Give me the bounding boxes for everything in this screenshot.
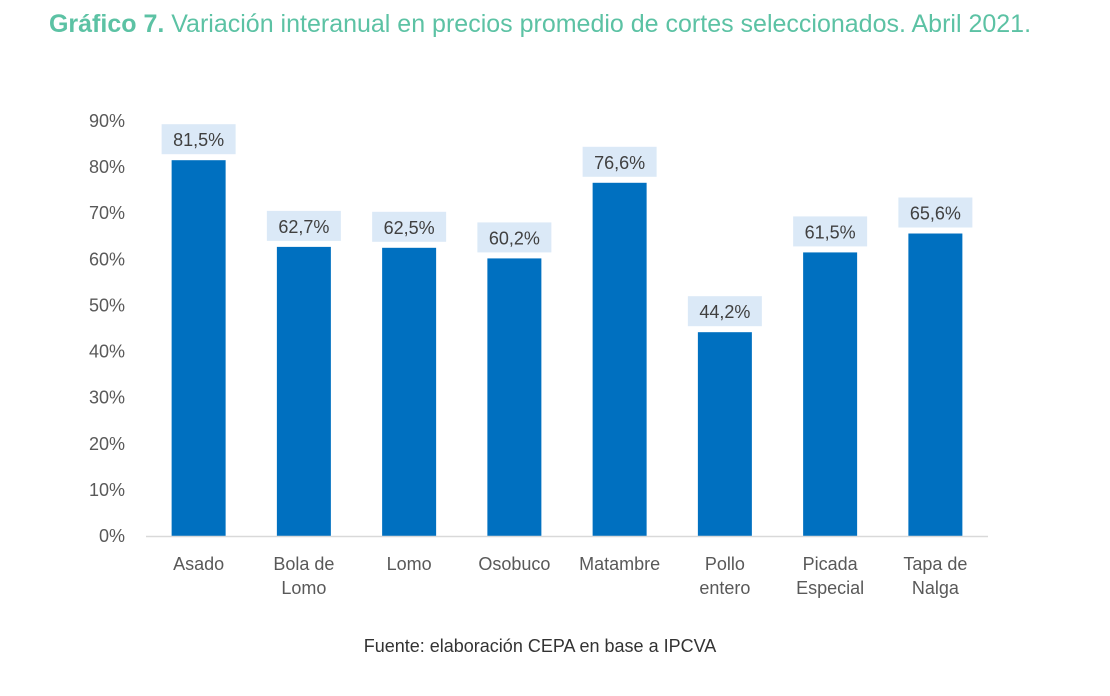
bar <box>487 258 542 536</box>
y-tick-label: 60% <box>89 249 125 269</box>
chart-title-prefix: Gráfico 7. <box>48 10 165 38</box>
bar <box>276 246 331 536</box>
y-tick-label: 30% <box>89 388 125 408</box>
data-label: 61,5% <box>805 222 856 242</box>
data-label-background <box>266 210 341 241</box>
data-label-background <box>477 222 552 253</box>
bar <box>171 160 226 536</box>
x-tick-label: Asado <box>173 554 224 574</box>
y-tick-label: 40% <box>89 342 125 362</box>
y-tick-label: 70% <box>89 203 125 223</box>
chart-title: Gráfico 7. Variación interanual en preci… <box>20 6 1060 42</box>
x-tick-label: Lomo <box>387 554 432 574</box>
y-tick-label: 90% <box>89 111 125 131</box>
y-axis: 0% 10% 20% 30% 40% 50% 60% 70% 80% 90% <box>89 111 125 546</box>
x-tick-label: Osobuco <box>478 554 550 574</box>
bar <box>382 247 437 537</box>
data-label-background <box>793 216 868 247</box>
y-tick-label: 80% <box>89 157 125 177</box>
y-tick-label: 0% <box>99 526 125 546</box>
data-label-background <box>582 146 657 177</box>
data-label: 76,6% <box>594 153 645 173</box>
data-label: 81,5% <box>173 130 224 150</box>
y-tick-label: 10% <box>89 480 125 500</box>
data-label: 44,2% <box>699 302 750 322</box>
x-axis: Asado Bola de Lomo Lomo Osobuco Matambre Pollo… <box>146 535 988 598</box>
data-label: 65,6% <box>910 204 961 224</box>
data-label: 62,5% <box>384 218 435 238</box>
data-label: 60,2% <box>489 228 540 248</box>
x-tick-label: Bola de Lomo <box>273 554 334 598</box>
data-label-background <box>372 211 447 242</box>
x-tick-label: Tapa de Nalga <box>903 554 967 598</box>
bar <box>908 233 963 536</box>
data-labels: 81,5% 62,7% 62,5% 60,2% 76,6% 44,2% 61,5% 65,6% <box>161 124 973 327</box>
bar <box>592 182 647 537</box>
bars <box>171 160 963 537</box>
bar <box>697 332 752 536</box>
data-label-background <box>687 296 762 327</box>
data-label-background <box>898 197 973 228</box>
source-note: Fuente: elaboración CEPA en base a IPCVA <box>363 636 717 656</box>
bar <box>803 252 858 536</box>
chart-title-text: Variación interanual en precios promedio… <box>164 10 1032 38</box>
x-tick-label: Pollo entero <box>699 554 750 598</box>
data-label: 62,7% <box>278 217 329 237</box>
x-tick-label: Picada Especial <box>796 554 864 598</box>
x-tick-label: Matambre <box>579 554 660 574</box>
y-tick-label: 50% <box>89 295 125 315</box>
data-label-background <box>161 124 236 155</box>
y-tick-label: 20% <box>89 434 125 454</box>
